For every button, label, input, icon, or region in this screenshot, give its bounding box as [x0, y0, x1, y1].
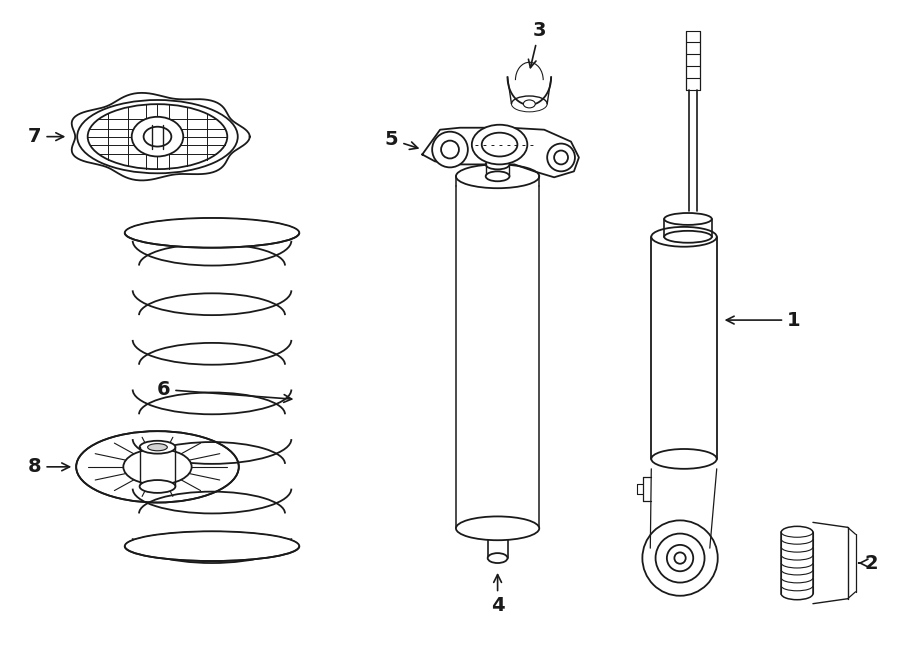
Text: 4: 4: [491, 574, 504, 615]
Ellipse shape: [87, 104, 228, 169]
Text: 6: 6: [157, 380, 292, 403]
Ellipse shape: [456, 516, 539, 540]
Text: 3: 3: [528, 21, 546, 67]
Ellipse shape: [140, 480, 176, 493]
Ellipse shape: [547, 143, 575, 171]
Ellipse shape: [76, 431, 238, 502]
Ellipse shape: [148, 444, 167, 451]
Ellipse shape: [472, 125, 527, 165]
Text: 2: 2: [859, 553, 878, 572]
Ellipse shape: [488, 553, 508, 563]
Ellipse shape: [441, 141, 459, 159]
Ellipse shape: [144, 127, 171, 147]
Ellipse shape: [432, 132, 468, 167]
Ellipse shape: [456, 165, 539, 188]
Ellipse shape: [652, 449, 716, 469]
Ellipse shape: [674, 553, 686, 564]
Ellipse shape: [554, 151, 568, 165]
Ellipse shape: [664, 231, 712, 243]
Ellipse shape: [486, 159, 509, 169]
Ellipse shape: [125, 531, 300, 561]
Ellipse shape: [667, 545, 693, 571]
Ellipse shape: [140, 441, 176, 453]
Ellipse shape: [664, 213, 712, 225]
Text: 8: 8: [28, 457, 69, 477]
Ellipse shape: [655, 533, 705, 582]
Ellipse shape: [131, 117, 184, 157]
Ellipse shape: [482, 133, 517, 157]
Ellipse shape: [524, 100, 536, 108]
Ellipse shape: [125, 218, 300, 248]
Text: 5: 5: [385, 130, 418, 149]
Ellipse shape: [652, 227, 716, 247]
Ellipse shape: [486, 171, 509, 181]
Text: 7: 7: [28, 127, 64, 146]
Ellipse shape: [643, 520, 717, 596]
Ellipse shape: [123, 449, 192, 485]
Text: 1: 1: [726, 311, 801, 330]
